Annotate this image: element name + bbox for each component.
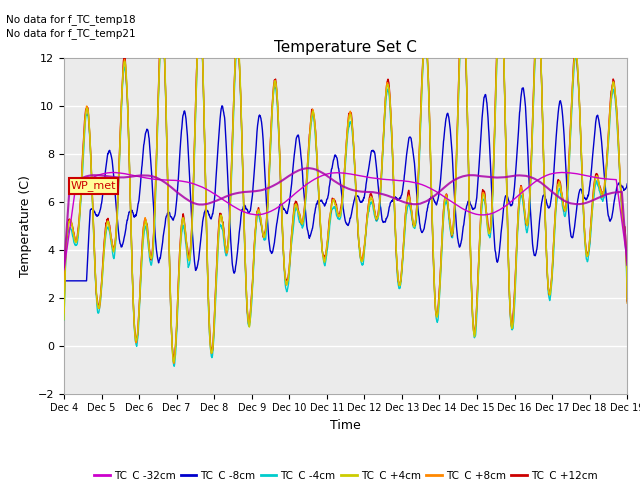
X-axis label: Time: Time <box>330 419 361 432</box>
Text: WP_met: WP_met <box>71 180 116 192</box>
Title: Temperature Set C: Temperature Set C <box>274 40 417 55</box>
Text: No data for f_TC_temp18
No data for f_TC_temp21: No data for f_TC_temp18 No data for f_TC… <box>6 14 136 39</box>
Legend: TC_C -32cm, TC_C -8cm, TC_C -4cm, TC_C +4cm, TC_C +8cm, TC_C +12cm: TC_C -32cm, TC_C -8cm, TC_C -4cm, TC_C +… <box>90 466 602 480</box>
Y-axis label: Temperature (C): Temperature (C) <box>19 175 32 276</box>
